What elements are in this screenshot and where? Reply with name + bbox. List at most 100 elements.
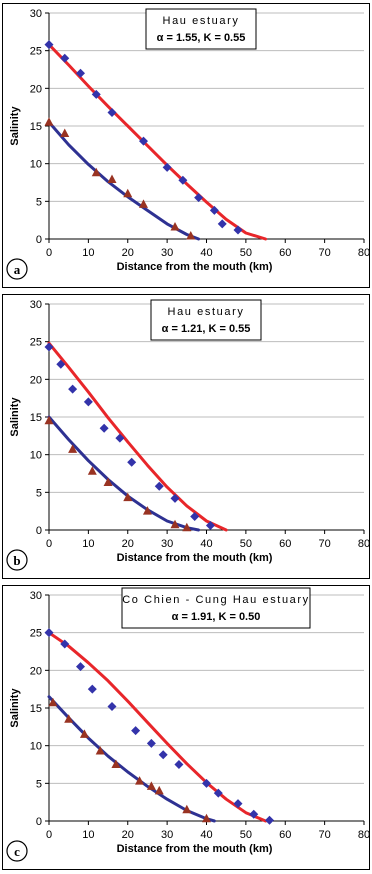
- panel-frame: [2, 294, 370, 579]
- fit-curve: [47, 341, 228, 532]
- annotation-title: Co Chien - Cung Hau estuary: [122, 594, 310, 606]
- diamond-marker: [107, 107, 117, 117]
- diamond-marker: [139, 136, 148, 146]
- x-tick-label: 40: [200, 829, 212, 841]
- panel-letter: b: [13, 553, 20, 568]
- triangle-marker: [182, 522, 192, 532]
- y-tick-label: 10: [30, 159, 42, 171]
- x-tick-label: 70: [319, 247, 331, 259]
- y-tick-label: 15: [30, 412, 42, 424]
- x-tick-label: 10: [82, 247, 94, 259]
- fit-curve: [47, 695, 216, 823]
- triangle-marker: [60, 128, 70, 138]
- diamond-marker: [76, 68, 85, 78]
- x-tick-label: 60: [279, 247, 291, 259]
- x-tick-label: 30: [161, 247, 173, 259]
- diamond-marker: [56, 359, 66, 369]
- y-tick-label: 5: [36, 196, 42, 208]
- diamond-marker: [233, 225, 243, 235]
- triangle-marker: [48, 697, 58, 707]
- x-tick-label: 0: [46, 247, 52, 259]
- x-tick-label: 10: [82, 829, 94, 841]
- diamond-marker: [174, 760, 184, 769]
- diamond-marker: [99, 423, 109, 433]
- annotation-params: α = 1.91, K = 0.50: [172, 611, 261, 623]
- diamond-marker: [44, 342, 54, 352]
- x-axis-title: Distance from the mouth (km): [117, 843, 273, 855]
- triangle-marker: [44, 117, 54, 126]
- fit-curve: [47, 415, 201, 532]
- diamond-marker: [213, 788, 223, 798]
- y-tick-label: 30: [30, 8, 42, 20]
- chart-svg: 0 5 10 15 20 25 30 0 10 20 30 40 50 60 70 80 Salinity Dis…: [2, 294, 370, 579]
- panel-frame: [2, 585, 370, 870]
- axes: [48, 304, 364, 531]
- diamond-marker: [115, 433, 125, 443]
- annotation-title: Hau estuary: [168, 306, 245, 318]
- y-tick-label: 5: [36, 487, 42, 499]
- diamond-marker: [162, 162, 172, 172]
- x-tick-label: 30: [161, 829, 173, 841]
- diamond-marker: [205, 520, 215, 530]
- diamond-marker: [131, 726, 141, 736]
- y-tick-label: 0: [36, 816, 42, 828]
- y-tick-label: 15: [30, 703, 42, 715]
- triangle-marker: [103, 477, 113, 487]
- x-tick-label: 40: [200, 538, 212, 550]
- triangle-marker: [111, 759, 121, 768]
- fit-curve: [47, 631, 268, 823]
- x-tick-label: 20: [122, 829, 134, 841]
- chart-svg: 0 5 10 15 20 25 30 0 10 20 30 40 50 60 70 80 Salinity Dis…: [2, 585, 370, 870]
- x-tick-label: 20: [122, 538, 134, 550]
- diamond-marker: [44, 628, 54, 638]
- y-tick-label: 0: [36, 525, 42, 537]
- diamond-marker: [107, 701, 117, 711]
- panel-frame: [2, 3, 370, 288]
- diamond-marker: [146, 738, 156, 748]
- annotation-title: Hau estuary: [163, 15, 240, 27]
- annotation-params: α = 1.55, K = 0.55: [157, 32, 246, 44]
- diamond-marker: [202, 778, 211, 788]
- diamond-marker: [265, 815, 274, 825]
- diamond-marker: [127, 457, 137, 467]
- diamond-marker: [60, 53, 70, 63]
- triangle-marker: [123, 492, 133, 502]
- x-tick-label: 70: [319, 829, 331, 841]
- x-axis-title: Distance from the mouth (km): [117, 261, 273, 273]
- x-tick-label: 50: [240, 829, 252, 841]
- y-tick-label: 0: [36, 234, 42, 246]
- triangle-marker: [44, 415, 54, 425]
- triangle-marker: [91, 167, 101, 177]
- panel-letter-circle: [6, 840, 28, 862]
- chart-panel-a: 0 5 10 15 20 25 30 0 10 20 30 40 50 60 70 80 Salinity Dis…: [2, 3, 370, 288]
- y-tick-label: 15: [30, 121, 42, 133]
- y-tick-label: 30: [30, 590, 42, 602]
- axes: [48, 13, 364, 240]
- triangle-marker: [107, 174, 117, 183]
- diamond-marker: [154, 481, 164, 491]
- panel-letter-circle: [6, 258, 28, 280]
- y-axis-title: Salinity: [9, 397, 21, 437]
- y-tick-label: 25: [30, 628, 42, 640]
- diamond-marker: [83, 397, 93, 407]
- triangle-marker: [123, 188, 133, 198]
- triangle-marker: [182, 804, 192, 814]
- x-tick-label: 60: [279, 538, 291, 550]
- triangle-marker: [87, 466, 97, 475]
- x-tick-label: 10: [82, 538, 94, 550]
- triangle-marker: [64, 714, 74, 723]
- diamond-marker: [209, 205, 219, 215]
- x-tick-label: 30: [161, 538, 173, 550]
- x-tick-label: 80: [358, 247, 370, 259]
- triangle-marker: [146, 781, 156, 790]
- panel-letter: a: [14, 262, 21, 277]
- panel-letter-circle: [6, 549, 28, 571]
- y-axis-title: Salinity: [9, 688, 21, 728]
- diamond-marker: [87, 684, 97, 694]
- triangle-marker: [68, 444, 78, 453]
- triangle-marker: [202, 813, 211, 823]
- x-tick-label: 80: [358, 538, 370, 550]
- diamond-marker: [76, 662, 85, 672]
- diamond-marker: [44, 40, 54, 50]
- fit-curve: [47, 120, 201, 241]
